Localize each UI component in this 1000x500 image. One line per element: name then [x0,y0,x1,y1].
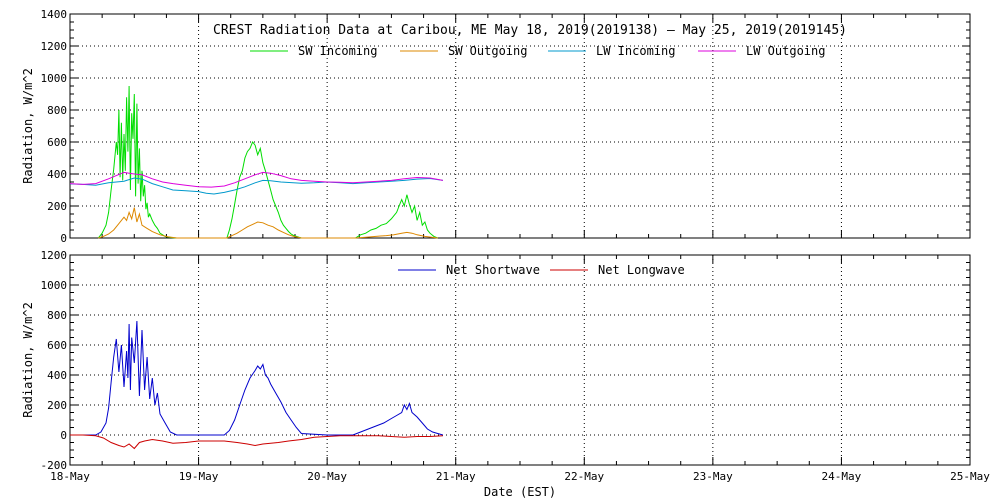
y-tick-label: 1000 [41,279,68,292]
y-tick-label: 400 [47,168,67,181]
series-line-lw-incoming [69,177,443,195]
y-tick-label: 0 [60,232,67,245]
x-tick-label: 25-May [950,470,990,483]
series-line-lw-outgoing [69,171,443,188]
x-tick-label: 23-May [693,470,733,483]
legend-label-lw-outgoing: LW Outgoing [746,44,825,58]
y-tick-label: 600 [47,339,67,352]
legend-label-lw-incoming: LW Incoming [596,44,675,58]
x-tick-label: 20-May [307,470,347,483]
x-tick-label: 18-May [50,470,90,483]
legend-label-net-longwave: Net Longwave [598,263,685,277]
y-tick-label: 0 [60,429,67,442]
y-tick-label: 800 [47,104,67,117]
y-axis-title: Radiation, W/m^2 [21,68,35,184]
y-tick-label: 200 [47,399,67,412]
series-line-sw-outgoing [98,207,438,239]
y-axis-title: Radiation, W/m^2 [21,302,35,418]
bottom-panel: 18-May 19-May 20-May 21-May 22-May 23-May 24-M… [21,249,990,499]
x-tick-label: 22-May [564,470,604,483]
y-tick-label: 1200 [41,40,68,53]
y-tick-label: 1200 [41,249,68,262]
legend-label-sw-incoming: SW Incoming [298,44,377,58]
legend-label-sw-outgoing: SW Outgoing [448,44,527,58]
x-tick-label: 21-May [436,470,476,483]
series-line-sw-incoming [97,85,438,239]
top-panel: 0 200 400 600 800 1000 1200 1400 Radiation, W/m^… [21,8,971,245]
x-tick-label: 19-May [179,470,219,483]
y-tick-label: 800 [47,309,67,322]
y-tick-label: 400 [47,369,67,382]
y-tick-label: 600 [47,136,67,149]
legend-label-net-shortwave: Net Shortwave [446,263,540,277]
y-tick-label: 1000 [41,72,68,85]
x-tick-label: 24-May [822,470,862,483]
series-line-net-longwave [70,434,443,450]
y-tick-label: 200 [47,200,67,213]
y-tick-label: -200 [41,459,68,472]
series-line-net-shortwave [70,320,444,436]
x-axis-title: Date (EST) [484,485,556,499]
chart-title: CREST Radiation Data at Caribou, ME May … [213,23,847,38]
y-tick-label: 1400 [41,8,68,21]
